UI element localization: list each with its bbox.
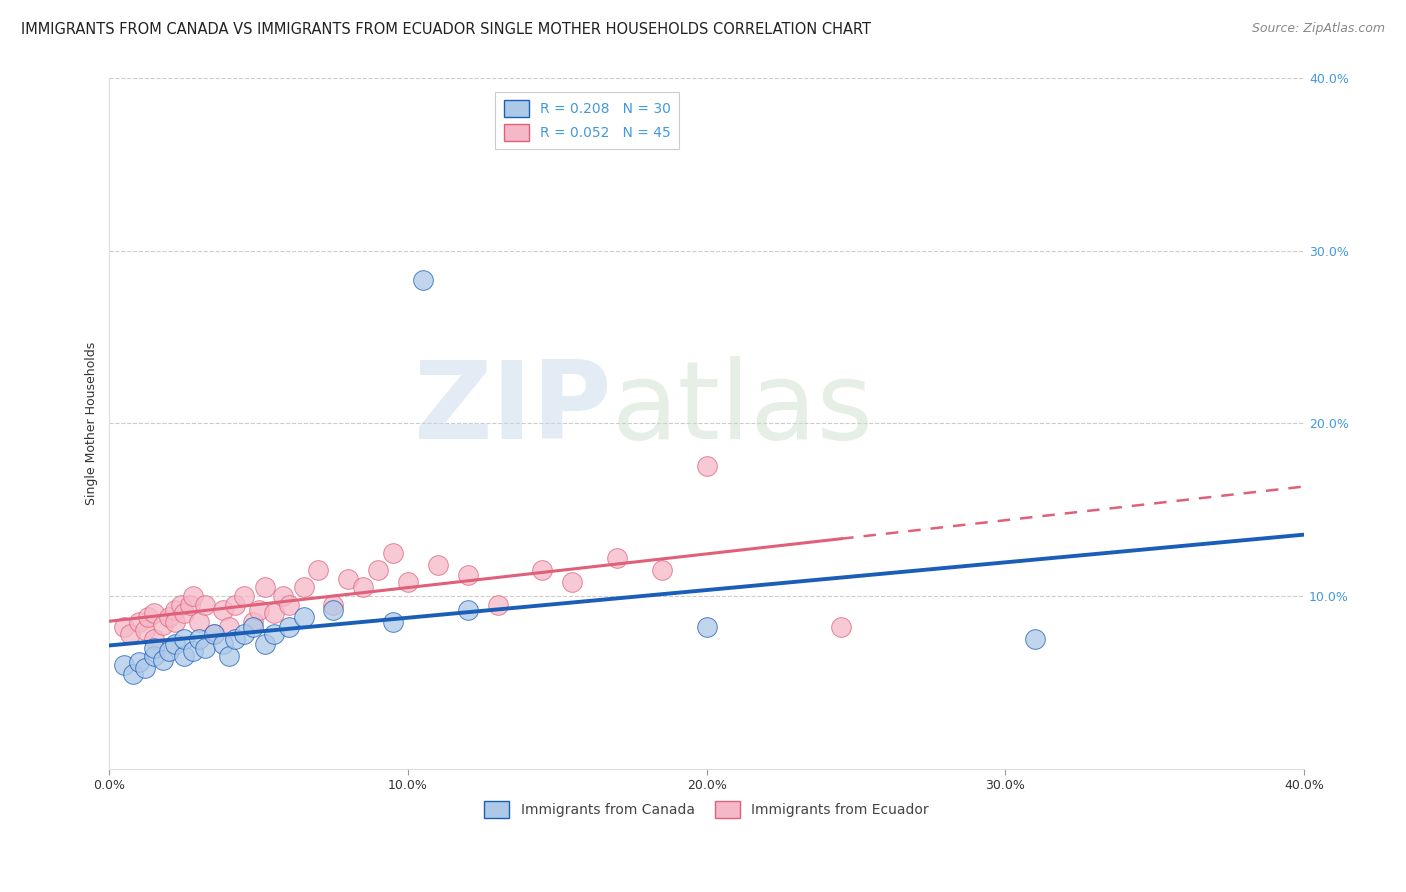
Point [322, 603, 344, 617]
Point [170, 598, 193, 612]
Point [367, 563, 389, 577]
Point [122, 666, 145, 681]
Point [224, 598, 246, 612]
Point [426, 558, 449, 572]
Point [134, 661, 156, 675]
Point [696, 620, 718, 634]
Point [277, 620, 299, 634]
Point [165, 637, 187, 651]
Point [277, 598, 299, 612]
Point [696, 459, 718, 474]
Point [218, 620, 240, 634]
Point [651, 563, 673, 577]
Point [486, 598, 509, 612]
Point [173, 649, 195, 664]
Point [242, 620, 264, 634]
Point [128, 615, 150, 629]
Point [188, 615, 211, 629]
Point [308, 563, 330, 577]
Point [157, 609, 180, 624]
Point [181, 644, 204, 658]
Point [212, 603, 235, 617]
Text: ZIP: ZIP [413, 357, 612, 462]
Point [1024, 632, 1046, 646]
Point [194, 640, 217, 655]
Point [242, 615, 264, 629]
Point [457, 603, 479, 617]
Point [396, 575, 419, 590]
Point [157, 644, 180, 658]
Point [173, 606, 195, 620]
Text: IMMIGRANTS FROM CANADA VS IMMIGRANTS FROM ECUADOR SINGLE MOTHER HOUSEHOLDS CORRE: IMMIGRANTS FROM CANADA VS IMMIGRANTS FRO… [21, 22, 872, 37]
Point [531, 563, 554, 577]
Point [194, 598, 217, 612]
Point [561, 575, 583, 590]
Point [337, 572, 360, 586]
Point [152, 653, 174, 667]
Point [179, 598, 201, 612]
Point [382, 615, 405, 629]
Point [165, 603, 187, 617]
Point [143, 649, 166, 664]
Point [292, 580, 315, 594]
Point [134, 624, 156, 638]
Point [136, 609, 159, 624]
Point [606, 551, 628, 566]
Point [173, 632, 195, 646]
Point [382, 546, 405, 560]
Point [120, 627, 142, 641]
Point [112, 620, 135, 634]
Point [457, 568, 479, 582]
Point [143, 632, 166, 646]
Point [232, 627, 254, 641]
Point [232, 589, 254, 603]
Point [322, 598, 344, 612]
Point [202, 627, 225, 641]
Y-axis label: Single Mother Households: Single Mother Households [86, 342, 98, 505]
Point [152, 618, 174, 632]
Point [263, 627, 285, 641]
Point [271, 589, 294, 603]
Point [830, 620, 852, 634]
Point [292, 609, 315, 624]
Point [143, 606, 166, 620]
Text: atlas: atlas [612, 357, 873, 462]
Legend: Immigrants from Canada, Immigrants from Ecuador: Immigrants from Canada, Immigrants from … [479, 796, 935, 824]
Point [143, 640, 166, 655]
Point [188, 632, 211, 646]
Point [412, 273, 434, 287]
Point [212, 637, 235, 651]
Point [181, 589, 204, 603]
Point [202, 627, 225, 641]
Point [218, 649, 240, 664]
Text: Source: ZipAtlas.com: Source: ZipAtlas.com [1251, 22, 1385, 36]
Point [247, 603, 270, 617]
Point [253, 580, 276, 594]
Point [352, 580, 374, 594]
Point [224, 632, 246, 646]
Point [253, 637, 276, 651]
Point [128, 655, 150, 669]
Point [112, 658, 135, 673]
Point [165, 615, 187, 629]
Point [263, 606, 285, 620]
